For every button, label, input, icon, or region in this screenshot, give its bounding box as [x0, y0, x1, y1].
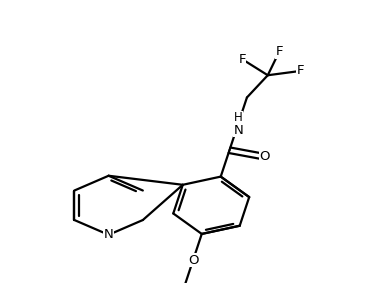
Text: F: F [297, 64, 305, 77]
Text: H: H [234, 111, 243, 124]
Text: O: O [260, 150, 270, 163]
Text: F: F [276, 45, 283, 58]
Text: O: O [188, 254, 198, 267]
Text: N: N [233, 124, 243, 137]
Text: F: F [238, 53, 246, 66]
Text: N: N [104, 228, 113, 241]
